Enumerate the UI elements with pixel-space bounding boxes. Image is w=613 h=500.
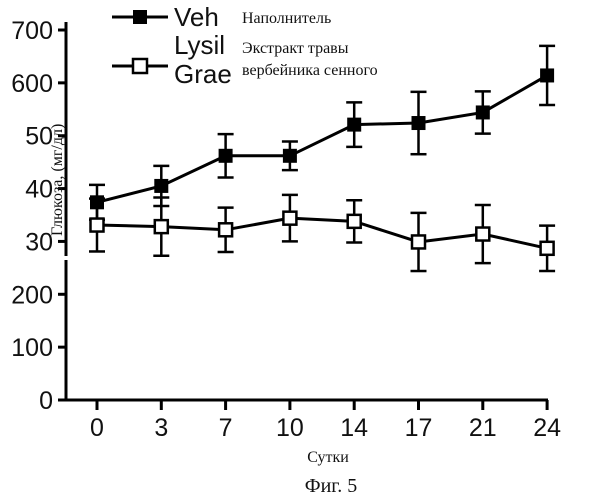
x-tick-label: 14: [340, 414, 368, 442]
legend-description-line-2: вербейника сенного: [242, 62, 378, 79]
legend-code-lysil: Lysil: [174, 30, 225, 60]
data-point-veh: [283, 149, 296, 162]
data-point-lysil-grae: [91, 219, 104, 232]
legend-code-veh: Veh: [174, 2, 219, 32]
data-point-veh: [412, 117, 425, 130]
y-axis-title: Глюкоза, (мг/дл): [49, 124, 66, 236]
x-ticks: 0 3 7 10 14 17 21 24: [90, 400, 561, 442]
data-point-lysil-grae: [219, 223, 232, 236]
data-point-lysil-grae: [412, 235, 425, 248]
data-point-veh: [541, 69, 554, 82]
legend-description-line-1: Экстракт травы: [242, 40, 349, 57]
x-tick-label: 10: [276, 414, 304, 442]
x-tick-label: 0: [90, 414, 104, 442]
y-tick-label: 700: [11, 17, 53, 45]
series-layer: [89, 46, 555, 271]
data-point-veh: [155, 179, 168, 192]
data-point-lysil-grae: [155, 220, 168, 233]
legend: Veh Наполнитель Lysil Grae Экстракт трав…: [112, 2, 378, 89]
data-point-lysil-grae: [348, 215, 361, 228]
data-point-lysil-grae: [541, 242, 554, 255]
x-tick-label: 3: [154, 414, 168, 442]
x-tick-label: 21: [469, 414, 497, 442]
legend-description-veh: Наполнитель: [242, 10, 331, 27]
legend-marker-lysil-grae: [133, 59, 147, 73]
data-point-lysil-grae: [476, 228, 489, 241]
data-point-veh: [348, 118, 361, 131]
data-point-veh: [219, 149, 232, 162]
y-tick-label: 0: [39, 387, 53, 415]
legend-entry-lysil-grae: Lysil Grae Экстракт травы вербейника сен…: [112, 30, 378, 89]
x-axis-title: Сутки: [307, 449, 349, 466]
x-tick-label: 7: [219, 414, 233, 442]
data-point-lysil-grae: [283, 212, 296, 225]
legend-entry-veh: Veh Наполнитель: [112, 2, 331, 32]
legend-code-grae: Grae: [174, 59, 232, 89]
x-tick-label: 24: [533, 414, 561, 442]
data-point-veh: [476, 106, 489, 119]
legend-marker-veh: [133, 10, 147, 24]
y-tick-label: 100: [11, 334, 53, 362]
figure-caption: Фиг. 5: [305, 475, 357, 497]
y-tick-label: 200: [11, 281, 53, 309]
y-tick-label: 600: [11, 70, 53, 98]
x-tick-label: 17: [405, 414, 433, 442]
